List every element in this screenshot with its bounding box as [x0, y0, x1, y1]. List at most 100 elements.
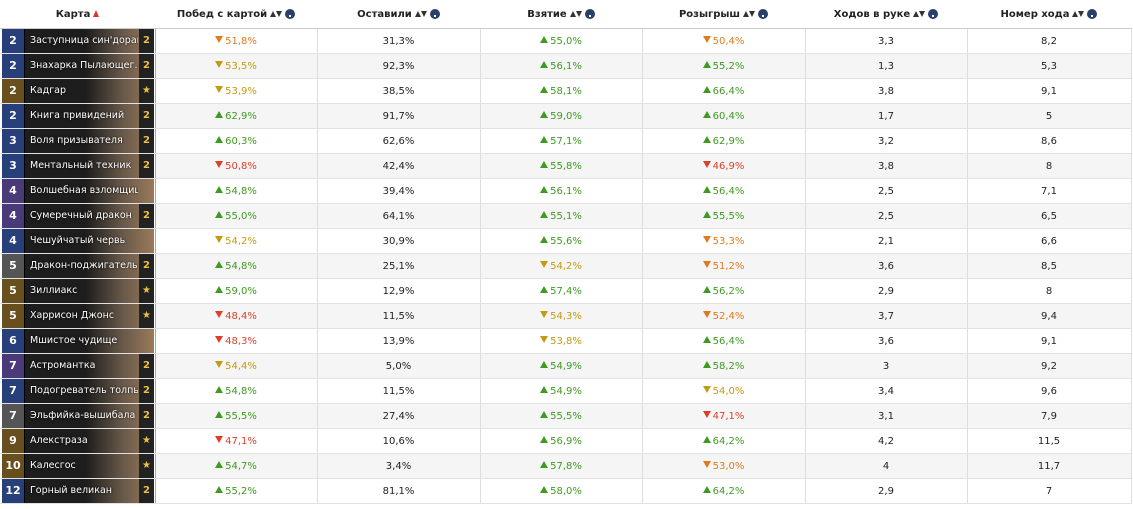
card-tile[interactable]: 7 Астромантка 2 [2, 354, 154, 378]
stat-cell: 55,2% [155, 478, 318, 504]
card-row[interactable]: 7 Подогреватель толпы 2 54,8% 11,5% 54,9% 54,0… [0, 378, 1132, 404]
stat-value: 54,8% [225, 260, 257, 272]
stat-cell: 27,4% [317, 403, 481, 429]
card-cost: 2 [2, 54, 25, 78]
card-tile[interactable]: 9 Алекстраза ★ [2, 429, 154, 453]
card-tile[interactable]: 3 Ментальный техник 2 [2, 154, 154, 178]
help-icon[interactable] [758, 8, 769, 19]
card-tile[interactable]: 12 Горный великан 2 [2, 479, 154, 503]
help-icon[interactable] [584, 8, 595, 19]
column-header[interactable]: Оставили [317, 0, 480, 29]
card-row[interactable]: 10 Калесгос ★ 54,7% 3,4% 57,8% 53,0% 4 11,7 [0, 453, 1132, 479]
stat-cell: 9,2 [967, 353, 1132, 379]
card-row[interactable]: 2 Заступница син'дорай 2 51,8% 31,3% 55,0% 50,… [0, 28, 1132, 54]
sort-icon[interactable] [414, 10, 427, 17]
card-name: Калесгос [30, 460, 76, 471]
card-tile[interactable]: 2 Знахарка Пылающег... 2 [2, 54, 154, 78]
card-tile[interactable]: 5 Дракон-поджигатель 2 [2, 254, 154, 278]
column-header[interactable]: Розыгрыш [642, 0, 805, 29]
sort-icon[interactable] [93, 10, 100, 17]
trend-arrow [215, 310, 224, 318]
column-header[interactable]: Карта [0, 0, 155, 29]
column-header[interactable]: Номер хода [967, 0, 1131, 29]
column-header[interactable]: Ходов в руке [805, 0, 967, 29]
card-tile[interactable]: 4 Сумеречный дракон 2 [2, 204, 154, 228]
card-row[interactable]: 2 Книга привидений 2 62,9% 91,7% 59,0% 60,4% 1,… [0, 103, 1132, 129]
help-icon[interactable] [1087, 8, 1098, 19]
sort-icon[interactable] [270, 10, 283, 17]
help-icon[interactable] [928, 8, 939, 19]
card-row[interactable]: 9 Алекстраза ★ 47,1% 10,6% 56,9% 64,2% 4,2 11,5 [0, 428, 1132, 454]
sort-icon[interactable] [743, 10, 756, 17]
stat-cell: 55,0% [155, 203, 318, 229]
stat-value: 55,6% [550, 235, 582, 247]
card-row[interactable]: 3 Ментальный техник 2 50,8% 42,4% 55,8% 46,9% 3… [0, 153, 1132, 179]
sort-asc [93, 10, 100, 17]
card-row[interactable]: 4 Волшебная взломщица 54,8% 39,4% 56,1% 56,4%… [0, 178, 1132, 204]
stat-cell: 91,7% [317, 103, 481, 129]
sort-desc [749, 10, 756, 17]
trend-arrow [702, 235, 711, 243]
help-icon[interactable] [285, 8, 296, 19]
card-row[interactable]: 5 Харрисон Джонс ★ 48,4% 11,5% 54,3% 52,4% 3,7 9… [0, 303, 1132, 329]
stat-value: 31,3% [382, 35, 415, 47]
stat-value: 3,1 [878, 410, 894, 422]
card-row[interactable]: 7 Астромантка 2 54,4% 5,0% 54,9% 58,2% 3 9,2 [0, 353, 1132, 379]
stat-value: 60,3% [225, 135, 257, 147]
help-icon[interactable] [429, 8, 440, 19]
sort-icon[interactable] [569, 10, 582, 17]
sort-icon[interactable] [913, 10, 926, 17]
stat-cell: 11,5% [317, 378, 481, 404]
stat-value: 62,9% [225, 110, 257, 122]
card-tile[interactable]: 2 Кадгар ★ [2, 79, 154, 103]
card-row[interactable]: 5 Зиллиакс ★ 59,0% 12,9% 57,4% 56,2% 2,9 8 [0, 278, 1132, 304]
stat-cell: 9,4 [967, 303, 1132, 329]
stat-value: 54,4% [225, 360, 257, 372]
stat-cell: 46,9% [642, 153, 806, 179]
stat-cell: 92,3% [317, 53, 481, 79]
stat-cell: 47,1% [642, 403, 806, 429]
card-tile[interactable]: 10 Калесгос ★ [2, 454, 154, 478]
card-tile[interactable]: 5 Зиллиакс ★ [2, 279, 154, 303]
column-header[interactable]: Побед с картой [155, 0, 317, 29]
card-tile[interactable]: 2 Книга привидений 2 [2, 104, 154, 128]
stat-cell: 54,8% [155, 378, 318, 404]
trend-arrow [540, 335, 549, 343]
column-header[interactable]: Взятие [480, 0, 642, 29]
stat-value: 55,5% [550, 410, 582, 422]
stat-value: 59,0% [550, 110, 582, 122]
card-cell: 7 Эльфийка-вышибала 2 [0, 403, 156, 429]
card-row[interactable]: 3 Воля призывателя 2 60,3% 62,6% 57,1% 62,9% 3,… [0, 128, 1132, 154]
stat-cell: 7,1 [967, 178, 1132, 204]
card-tile[interactable]: 2 Заступница син'дорай 2 [2, 29, 154, 53]
card-tile[interactable]: 3 Воля призывателя 2 [2, 129, 154, 153]
stat-cell: 52,4% [642, 303, 806, 329]
stat-value: 50,4% [712, 35, 745, 47]
trend-arrow [540, 135, 549, 143]
card-row[interactable]: 4 Сумеречный дракон 2 55,0% 64,1% 55,1% 55,5% 2… [0, 203, 1132, 229]
stat-cell: 64,2% [642, 478, 806, 504]
card-row[interactable]: 12 Горный великан 2 55,2% 81,1% 58,0% 64,2% 2,9… [0, 478, 1132, 504]
card-tile[interactable]: 6 Мшистое чудище [2, 329, 154, 353]
trend-arrow [540, 160, 549, 168]
card-row[interactable]: 6 Мшистое чудище 48,3% 13,9% 53,8% 56,4% 3,6 9,… [0, 328, 1132, 354]
card-row[interactable]: 5 Дракон-поджигатель 2 54,8% 25,1% 54,2% 51,2%… [0, 253, 1132, 279]
card-row[interactable]: 7 Эльфийка-вышибала 2 55,5% 27,4% 55,5% 47,1% 3… [0, 403, 1132, 429]
stat-cell: 38,5% [317, 78, 481, 104]
card-row[interactable]: 2 Кадгар ★ 53,9% 38,5% 58,1% 66,4% 3,8 9,1 [0, 78, 1132, 104]
card-tile[interactable]: 7 Подогреватель толпы 2 [2, 379, 154, 403]
sort-icon[interactable] [1072, 10, 1085, 17]
card-tile[interactable]: 7 Эльфийка-вышибала 2 [2, 404, 154, 428]
sort-desc [276, 10, 283, 17]
card-tile[interactable]: 4 Волшебная взломщица [2, 179, 154, 203]
card-tile[interactable]: 5 Харрисон Джонс ★ [2, 304, 154, 328]
card-tile[interactable]: 4 Чешуйчатый червь [2, 229, 154, 253]
card-row[interactable]: 2 Знахарка Пылающег... 2 53,5% 92,3% 56,1% 55,… [0, 53, 1132, 79]
trend-arrow [215, 460, 224, 468]
card-row[interactable]: 4 Чешуйчатый червь 54,2% 30,9% 55,6% 53,3% 2,1… [0, 228, 1132, 254]
card-cost: 3 [2, 154, 25, 178]
stat-cell: 8,5 [967, 253, 1132, 279]
stat-cell: 59,0% [480, 103, 643, 129]
